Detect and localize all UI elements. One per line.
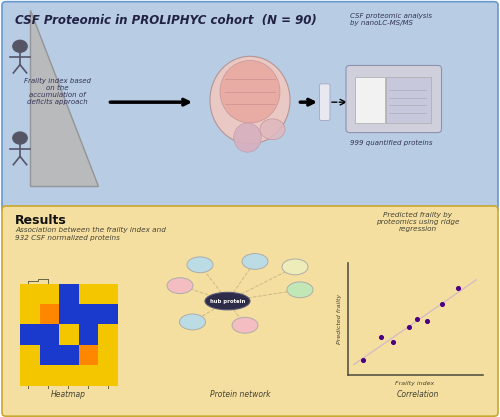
Ellipse shape — [205, 292, 250, 310]
FancyBboxPatch shape — [2, 206, 498, 416]
Ellipse shape — [260, 119, 285, 140]
FancyBboxPatch shape — [386, 77, 431, 123]
Ellipse shape — [287, 282, 313, 298]
Text: Heatmap: Heatmap — [51, 390, 86, 399]
Ellipse shape — [234, 123, 261, 152]
Ellipse shape — [242, 254, 268, 269]
Ellipse shape — [232, 317, 258, 333]
Text: Correlation: Correlation — [396, 390, 438, 399]
Ellipse shape — [187, 257, 213, 273]
Text: Protein network: Protein network — [210, 390, 270, 399]
Circle shape — [13, 40, 27, 52]
Text: Association between the frailty index and
932 CSF normalized proteins: Association between the frailty index an… — [15, 227, 166, 241]
Ellipse shape — [220, 60, 280, 123]
Text: Frailty index based
on the
accumulation of
deficits approach: Frailty index based on the accumulation … — [24, 78, 91, 106]
Ellipse shape — [282, 259, 308, 275]
Ellipse shape — [210, 56, 290, 144]
Text: 999 quantified proteins: 999 quantified proteins — [350, 140, 432, 146]
Polygon shape — [30, 10, 98, 186]
Text: CSF proteomic analysis
by nanoLC-MS/MS: CSF proteomic analysis by nanoLC-MS/MS — [350, 13, 432, 25]
FancyBboxPatch shape — [320, 84, 330, 121]
Text: hub protein: hub protein — [210, 299, 245, 304]
FancyBboxPatch shape — [2, 2, 498, 212]
FancyBboxPatch shape — [346, 65, 442, 133]
Ellipse shape — [180, 314, 206, 330]
Text: Predicted frailty by
proteomics using ridge
regression: Predicted frailty by proteomics using ri… — [376, 212, 459, 232]
Circle shape — [13, 132, 27, 144]
Ellipse shape — [167, 278, 193, 294]
Text: Results: Results — [15, 214, 67, 227]
FancyBboxPatch shape — [354, 77, 385, 123]
Text: CSF Proteomic in PROLIPHYC cohort  (N = 90): CSF Proteomic in PROLIPHYC cohort (N = 9… — [15, 14, 317, 27]
